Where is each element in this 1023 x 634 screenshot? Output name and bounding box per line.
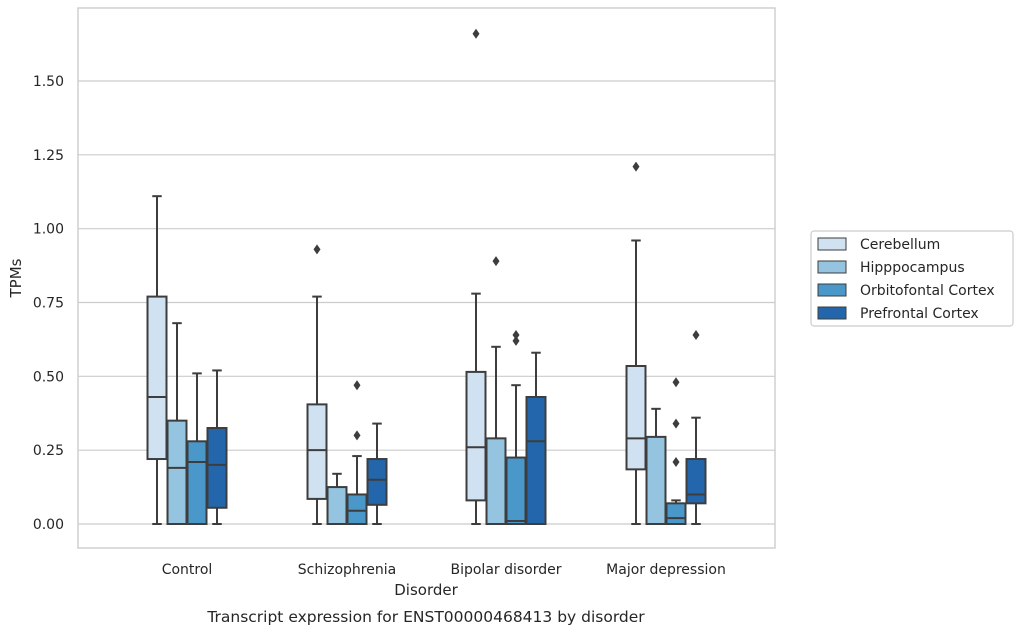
legend: Cerebellum Hipppocampus Orbitofontal Corte… (810, 230, 1014, 327)
box-body (625, 364, 647, 471)
legend-swatch (817, 283, 847, 297)
plot-frame (77, 7, 776, 549)
outlier-point (512, 329, 520, 340)
legend-swatch (817, 306, 847, 320)
y-tick-label: 0.25 (33, 443, 64, 459)
legend-label: Orbitofontal Cortex (860, 283, 995, 299)
box-3-1 (645, 407, 667, 526)
box-1-2 (346, 380, 368, 526)
x-tick-label: Major depression (606, 562, 726, 578)
y-tick-labels: 0.00 0.25 0.50 0.75 1.00 1.25 1.50 (33, 74, 64, 533)
outlier-point (672, 456, 680, 467)
figure-caption: Transcript expression for ENST0000046841… (206, 608, 645, 626)
box-body (465, 370, 487, 502)
outlier-point (313, 244, 321, 255)
box-1-0 (306, 244, 328, 525)
legend-swatch (817, 260, 847, 274)
box-body (366, 458, 388, 506)
box-body (485, 437, 507, 525)
box-body (186, 440, 208, 526)
outlier-point (353, 430, 361, 441)
outlier-point (353, 380, 361, 391)
box-groups (146, 28, 707, 526)
box-3-2 (665, 377, 687, 525)
x-tick-labels: Control Schizophrenia Bipolar disorder Majo… (162, 562, 726, 578)
y-tick-label: 1.25 (33, 148, 64, 164)
box-body (146, 295, 168, 461)
box-0-0 (146, 195, 168, 525)
box-body (326, 486, 348, 526)
box-body (505, 456, 527, 525)
box-0-3 (206, 369, 228, 525)
box-0-2 (186, 372, 208, 526)
outlier-point (492, 256, 500, 267)
box-1-3 (366, 422, 388, 525)
y-tick-label: 0.00 (33, 517, 64, 533)
box-body (645, 435, 667, 526)
box-body (346, 493, 368, 526)
box-2-2 (505, 329, 527, 525)
legend-swatch (817, 237, 847, 251)
box-3-0 (625, 161, 647, 525)
box-body (665, 502, 687, 525)
box-3-3 (685, 329, 707, 525)
box-body (166, 419, 188, 525)
legend-label: Prefrontal Cortex (860, 306, 979, 322)
x-tick-label: Bipolar disorder (450, 562, 561, 578)
legend-label: Cerebellum (860, 237, 940, 253)
box-2-0 (465, 28, 487, 525)
outlier-point (672, 377, 680, 388)
outlier-point (632, 161, 640, 172)
x-tick-label: Control (162, 562, 213, 578)
box-body (206, 427, 228, 509)
x-axis-title: Disorder (394, 581, 458, 599)
box-2-1 (485, 256, 507, 525)
legend-frame (810, 230, 1014, 327)
outlier-point (512, 335, 520, 346)
outlier-point (472, 28, 480, 39)
outlier-point (672, 418, 680, 429)
box-0-1 (166, 322, 188, 525)
box-body (306, 403, 328, 500)
box-body (525, 396, 547, 525)
y-tick-label: 1.00 (33, 222, 64, 238)
y-tick-label: 0.50 (33, 369, 64, 385)
box-2-3 (525, 351, 547, 525)
outlier-point (692, 329, 700, 340)
box-body (685, 458, 707, 505)
y-tick-label: 0.75 (33, 296, 64, 312)
box-1-1 (326, 472, 348, 526)
y-tick-label: 1.50 (33, 74, 64, 90)
x-tick-label: Schizophrenia (298, 562, 396, 578)
legend-label: Hipppocampus (860, 260, 965, 276)
y-axis-title: TPMs (7, 258, 25, 298)
